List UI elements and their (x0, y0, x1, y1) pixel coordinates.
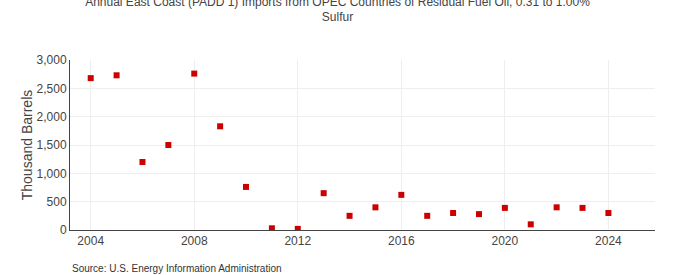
svg-text:2024: 2024 (595, 234, 622, 248)
svg-text:2020: 2020 (492, 234, 519, 248)
svg-text:Annual East Coast (PADD 1) Imp: Annual East Coast (PADD 1) Imports from … (85, 0, 590, 24)
svg-text:0: 0 (60, 223, 67, 237)
svg-text:500: 500 (47, 195, 67, 209)
svg-text:2004: 2004 (77, 234, 104, 248)
svg-text:1,000: 1,000 (37, 167, 67, 181)
svg-text:2016: 2016 (388, 234, 415, 248)
svg-text:2,000: 2,000 (37, 110, 67, 124)
svg-text:1,500: 1,500 (37, 138, 67, 152)
svg-text:2008: 2008 (181, 234, 208, 248)
svg-text:3,000: 3,000 (37, 53, 67, 67)
svg-text:Thousand Barrels: Thousand Barrels (19, 90, 35, 201)
svg-text:2012: 2012 (284, 234, 311, 248)
svg-text:Source: U.S. Energy Informatio: Source: U.S. Energy Information Administ… (72, 263, 282, 274)
svg-text:2,500: 2,500 (37, 82, 67, 96)
